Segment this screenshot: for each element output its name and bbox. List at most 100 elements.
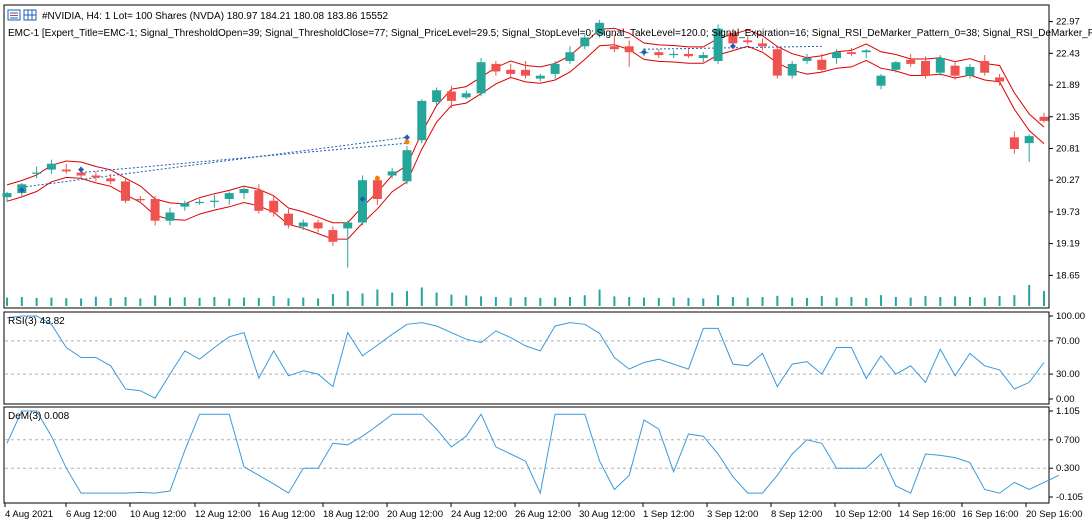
price-axis-label: 21.89 bbox=[1056, 80, 1080, 91]
candle-body bbox=[802, 58, 812, 61]
candle-body bbox=[372, 180, 382, 199]
trade-marker bbox=[359, 195, 366, 202]
candle-body bbox=[1024, 136, 1034, 144]
candle-body bbox=[521, 69, 530, 76]
candle-body bbox=[180, 203, 190, 207]
candle-body bbox=[846, 52, 856, 54]
candle-body bbox=[46, 163, 56, 170]
price-axis-label: 19.19 bbox=[1056, 239, 1080, 250]
price-axis-label: 19.73 bbox=[1056, 207, 1080, 218]
trade-marker bbox=[78, 166, 85, 173]
candle-body bbox=[995, 77, 1005, 82]
time-axis-label: 10 Sep 12:00 bbox=[835, 509, 892, 520]
trade-line bbox=[81, 142, 408, 174]
candle-body bbox=[269, 200, 279, 213]
time-axis-label: 10 Aug 12:00 bbox=[130, 509, 186, 520]
candle-body bbox=[343, 222, 353, 229]
candle-body bbox=[1039, 116, 1049, 121]
candle-body bbox=[891, 62, 901, 70]
demarker-pane[interactable]: 1.105 0.700 0.300 -0.105 DeM(3) 0.008 bbox=[3, 406, 1083, 504]
candle-body bbox=[506, 69, 516, 74]
rsi-pane[interactable]: 100.00 70.00 30.00 0.00 RSI(3) 43.82 bbox=[3, 311, 1085, 405]
candle-body bbox=[950, 65, 960, 76]
rsi-axis-label: 100.00 bbox=[1056, 311, 1085, 322]
time-axis-label: 24 Aug 12:00 bbox=[451, 509, 507, 520]
candle-body bbox=[417, 100, 427, 141]
candle-body bbox=[91, 175, 101, 178]
time-axis-label: 4 Aug 2021 bbox=[5, 509, 53, 520]
price-axis-label: 20.81 bbox=[1056, 143, 1080, 154]
demarker-line bbox=[6, 410, 1060, 495]
candle-body bbox=[224, 193, 234, 199]
candle-body bbox=[135, 199, 145, 201]
time-axis-label: 14 Sep 16:00 bbox=[899, 509, 956, 520]
expert-info: EMC-1 [Expert_Title=EMC-1; Signal_Thresh… bbox=[8, 28, 1092, 39]
candle-body bbox=[535, 75, 545, 79]
candle-body bbox=[209, 200, 219, 202]
candle-body bbox=[906, 59, 916, 64]
rsi-line bbox=[6, 315, 1045, 399]
demarker-axis-label: 0.300 bbox=[1056, 463, 1080, 474]
demarker-axis-label: -0.105 bbox=[1056, 492, 1083, 503]
candle-body bbox=[476, 62, 486, 94]
trade-line bbox=[21, 136, 408, 188]
candle-body bbox=[1009, 137, 1019, 149]
candle-body bbox=[76, 172, 86, 176]
time-axis-label: 12 Aug 12:00 bbox=[195, 509, 251, 520]
candle-body bbox=[728, 32, 738, 44]
price-pane[interactable]: 22.97 22.43 21.89 21.35 20.81 20.27 19.73 19.19… bbox=[2, 4, 1080, 309]
candle-body bbox=[758, 43, 767, 47]
candle-body bbox=[150, 199, 160, 221]
price-axis-label: 22.43 bbox=[1056, 48, 1080, 59]
time-axis-label: 3 Sep 12:00 bbox=[707, 509, 758, 520]
candle-body bbox=[935, 58, 945, 73]
time-axis-label: 26 Aug 12:00 bbox=[515, 509, 571, 520]
candle-body bbox=[165, 212, 175, 221]
chart-header: #NVIDIA, H4: 1 Lot= 100 Shares (NVDA) 18… bbox=[7, 9, 1092, 39]
candle-body bbox=[550, 63, 560, 74]
time-axis-label: 16 Sep 16:00 bbox=[962, 509, 1019, 520]
chart-icon[interactable] bbox=[7, 9, 21, 21]
candle-body bbox=[32, 172, 42, 174]
candle-body bbox=[239, 189, 249, 194]
price-axis-label: 20.27 bbox=[1056, 175, 1080, 186]
candle-body bbox=[328, 230, 338, 242]
candle-body bbox=[684, 53, 693, 57]
trade-marker bbox=[404, 139, 410, 145]
candle-body bbox=[298, 222, 308, 227]
candle-body bbox=[609, 46, 619, 50]
candle-body bbox=[121, 181, 130, 201]
candle-body bbox=[565, 52, 575, 61]
grid-icon[interactable] bbox=[23, 9, 37, 21]
candle-body bbox=[402, 150, 412, 182]
candle-body bbox=[387, 171, 397, 176]
trade-marker bbox=[18, 187, 25, 194]
candle-body bbox=[817, 59, 827, 70]
candle-body bbox=[669, 53, 679, 56]
candle-body bbox=[965, 66, 975, 76]
candle-body bbox=[980, 61, 990, 73]
candle-body bbox=[106, 178, 116, 182]
candle-body bbox=[61, 169, 71, 172]
time-axis-label: 6 Aug 12:00 bbox=[66, 509, 117, 520]
candle-body bbox=[2, 193, 12, 198]
candle-body bbox=[772, 49, 782, 76]
time-axis-label: 16 Aug 12:00 bbox=[259, 509, 315, 520]
candle-body bbox=[284, 213, 293, 226]
trade-marker bbox=[374, 175, 380, 181]
candle-body bbox=[624, 46, 634, 53]
candle-body bbox=[743, 40, 753, 43]
candle-body bbox=[461, 93, 471, 98]
price-axis-label: 22.97 bbox=[1056, 17, 1080, 28]
time-axis-label: 30 Aug 12:00 bbox=[579, 509, 635, 520]
trade-marker bbox=[641, 49, 648, 56]
time-axis-label: 20 Sep 16:00 bbox=[1026, 509, 1083, 520]
trade-marker bbox=[403, 134, 410, 141]
candle-body bbox=[787, 63, 797, 76]
candle-body bbox=[921, 61, 930, 76]
candle-body bbox=[313, 222, 323, 229]
time-axis-label: 20 Aug 12:00 bbox=[387, 509, 443, 520]
time-axis-label: 8 Sep 12:00 bbox=[771, 509, 822, 520]
demarker-axis-label: 0.700 bbox=[1056, 435, 1080, 446]
